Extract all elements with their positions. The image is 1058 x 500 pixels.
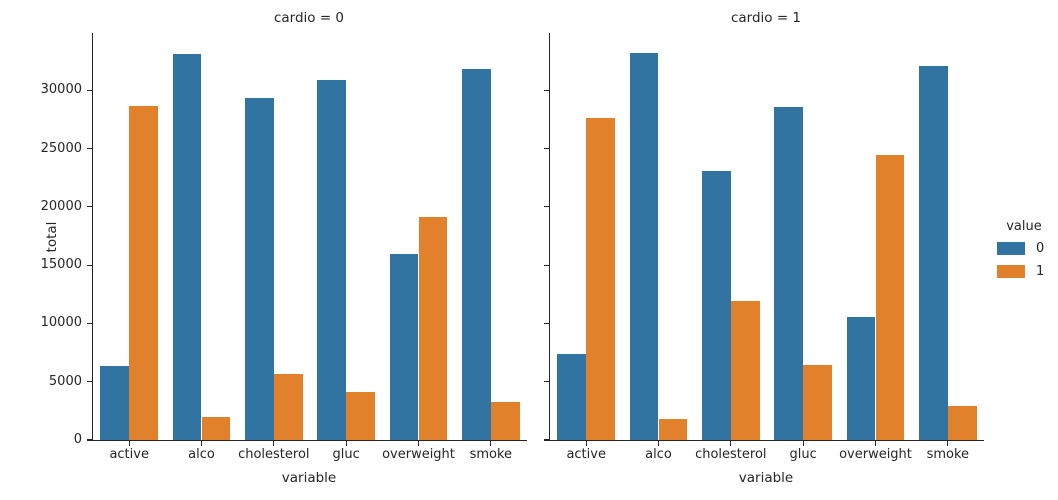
bar-active-value-0 bbox=[100, 365, 130, 440]
plot-area-cardio-1: active alco cholesterol gluc overweight smoke bbox=[543, 33, 984, 462]
bar-cholesterol-value-1 bbox=[273, 373, 303, 440]
y-axis-label: total bbox=[44, 221, 60, 253]
bar-overweight-value-0 bbox=[389, 254, 419, 440]
x-tick-label-cholesterol: cholesterol bbox=[238, 447, 310, 462]
x-tick-label-gluc: gluc bbox=[332, 447, 360, 462]
facet-title-cardio-0: cardio = 0 bbox=[273, 10, 345, 26]
x-tick-label-alco: alco bbox=[188, 447, 215, 462]
x-tick-mark bbox=[585, 441, 587, 447]
y-tick-mark bbox=[86, 147, 92, 150]
x-tick-label-overweight: overweight bbox=[839, 447, 912, 462]
y-tick-mark bbox=[86, 206, 92, 208]
bar-active-value-1 bbox=[129, 106, 159, 440]
x-tick-mark bbox=[874, 441, 877, 447]
x-tick-mark bbox=[947, 441, 949, 447]
bar-gluc-value-1 bbox=[803, 365, 833, 440]
y-tick-label-20000: 20000 bbox=[40, 198, 82, 214]
legend: value 0 1 bbox=[992, 219, 1056, 287]
y-tick-mark bbox=[543, 439, 549, 441]
bar-active-value-1 bbox=[586, 117, 616, 440]
x-tick-mark bbox=[200, 441, 203, 447]
y-tick-mark bbox=[543, 381, 549, 383]
y-tick-mark bbox=[543, 322, 549, 324]
bar-active-value-0 bbox=[557, 354, 587, 440]
x-axis-label-cardio-1: variable bbox=[738, 470, 794, 486]
y-tick-mark bbox=[86, 322, 92, 324]
x-tick-mark bbox=[730, 441, 732, 447]
x-tick-mark bbox=[273, 441, 275, 447]
x-tick-label-alco: alco bbox=[645, 447, 672, 462]
bar-overweight-value-0 bbox=[846, 317, 876, 440]
bar-alco-value-1 bbox=[201, 417, 231, 440]
y-tick-mark bbox=[543, 206, 549, 208]
x-tick-mark bbox=[657, 441, 660, 447]
y-tick-mark bbox=[543, 264, 549, 266]
x-tick-label-active: active bbox=[566, 447, 606, 462]
bar-cholesterol-value-0 bbox=[244, 98, 274, 440]
y-tick-label-10000: 10000 bbox=[40, 315, 82, 331]
x-tick-label-gluc: gluc bbox=[789, 447, 817, 462]
x-axis-label-cardio-0: variable bbox=[281, 470, 337, 486]
y-tick-label-0: 0 bbox=[73, 432, 82, 447]
bar-smoke-value-0 bbox=[918, 66, 948, 440]
x-tick-label-overweight: overweight bbox=[382, 447, 455, 462]
legend-swatch-1-icon bbox=[997, 265, 1025, 278]
plot-area-cardio-0: active alco cholesterol gluc overweight smoke… bbox=[41, 33, 527, 462]
facet-title-cardio-1: cardio = 1 bbox=[730, 10, 802, 26]
x-tick-label-cholesterol: cholesterol bbox=[695, 447, 767, 462]
x-tick-mark bbox=[490, 441, 492, 447]
y-tick-mark bbox=[86, 89, 92, 91]
bar-gluc-value-1 bbox=[346, 391, 376, 440]
y-tick-label-30000: 30000 bbox=[40, 82, 82, 98]
y-tick-mark bbox=[86, 381, 92, 383]
bar-cholesterol-value-1 bbox=[730, 300, 760, 440]
x-tick-label-active: active bbox=[109, 447, 149, 462]
legend-title: value bbox=[1006, 219, 1042, 234]
x-tick-mark bbox=[345, 441, 347, 447]
x-tick-label-smoke: smoke bbox=[926, 447, 970, 462]
y-tick-mark bbox=[543, 147, 549, 150]
y-tick-label-5000: 5000 bbox=[48, 373, 82, 389]
x-tick-label-smoke: smoke bbox=[469, 447, 513, 462]
bar-overweight-value-1 bbox=[418, 217, 448, 440]
legend-swatch-0-icon bbox=[997, 242, 1025, 255]
y-tick-label-15000: 15000 bbox=[40, 257, 82, 273]
legend-entry-1-label: 1 bbox=[1036, 264, 1045, 279]
x-tick-mark bbox=[417, 441, 420, 447]
y-tick-label-25000: 25000 bbox=[40, 140, 82, 156]
x-tick-mark bbox=[802, 441, 804, 447]
bar-alco-value-1 bbox=[658, 418, 688, 440]
bar-smoke-value-1 bbox=[490, 402, 520, 440]
bar-gluc-value-0 bbox=[774, 106, 804, 440]
y-tick-mark bbox=[543, 89, 549, 91]
bar-smoke-value-0 bbox=[461, 69, 491, 440]
bar-smoke-value-1 bbox=[947, 405, 977, 440]
bar-alco-value-0 bbox=[172, 54, 202, 440]
legend-entry-0: 0 bbox=[992, 241, 1056, 256]
y-tick-mark bbox=[86, 264, 92, 266]
legend-entry-1: 1 bbox=[992, 264, 1056, 279]
legend-entry-0-label: 0 bbox=[1036, 241, 1045, 256]
bar-gluc-value-0 bbox=[317, 79, 347, 440]
bar-cholesterol-value-0 bbox=[701, 171, 731, 440]
bar-alco-value-0 bbox=[629, 53, 659, 440]
bar-overweight-value-1 bbox=[875, 155, 905, 440]
x-tick-mark bbox=[128, 441, 130, 447]
y-tick-mark bbox=[86, 439, 92, 441]
